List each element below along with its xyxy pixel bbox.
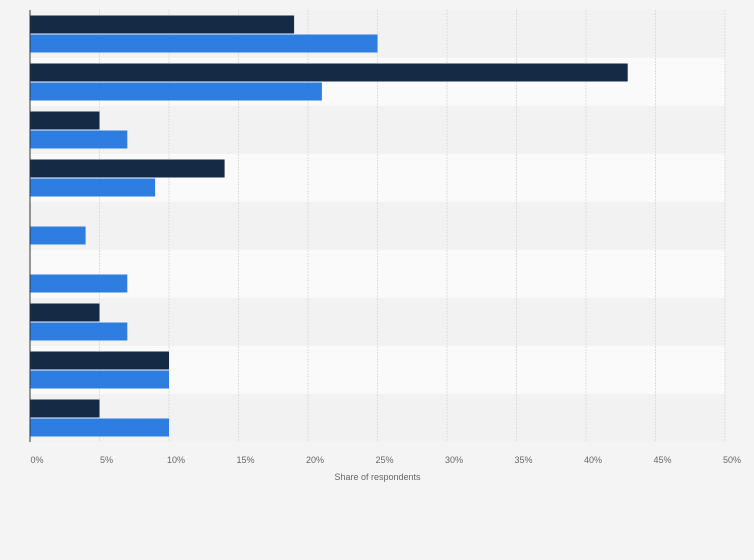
x-tick-label: 50%: [723, 455, 741, 465]
bar-series-2[interactable]: [30, 274, 128, 293]
x-axis-ticks: 0% 5% 10% 15% 20% 25% 30% 35% 40% 45% 50%: [30, 455, 741, 465]
bar-series-2[interactable]: [30, 418, 169, 437]
bar-series-2[interactable]: [30, 370, 169, 389]
x-tick-label: 10%: [167, 455, 185, 465]
bar-series-1[interactable]: [30, 111, 100, 130]
x-tick-label: 30%: [445, 455, 463, 465]
bar-series-2[interactable]: [30, 34, 378, 53]
bar-series-1[interactable]: [30, 351, 169, 370]
x-tick-label: 35%: [514, 455, 532, 465]
x-tick-label: 20%: [306, 455, 324, 465]
bar-series-2[interactable]: [30, 130, 128, 149]
x-tick-label: 25%: [375, 455, 393, 465]
bar-series-1[interactable]: [30, 399, 100, 418]
x-tick-label: 5%: [100, 455, 113, 465]
gridlines: [99, 10, 726, 442]
bar-series-1[interactable]: [30, 63, 628, 82]
x-tick-label: 40%: [584, 455, 602, 465]
bar-series-2[interactable]: [30, 178, 156, 197]
x-tick-label: 45%: [653, 455, 671, 465]
bar-series-2[interactable]: [30, 226, 86, 245]
x-axis-title: Share of respondents: [334, 472, 421, 482]
bars: [30, 15, 628, 437]
bar-series-1[interactable]: [30, 159, 225, 178]
bar-series-1[interactable]: [30, 15, 295, 34]
bar-series-2[interactable]: [30, 322, 128, 341]
x-tick-label: 15%: [236, 455, 254, 465]
bar-series-1[interactable]: [30, 303, 100, 322]
bar-series-2[interactable]: [30, 82, 322, 101]
x-tick-label: 0%: [30, 455, 43, 465]
